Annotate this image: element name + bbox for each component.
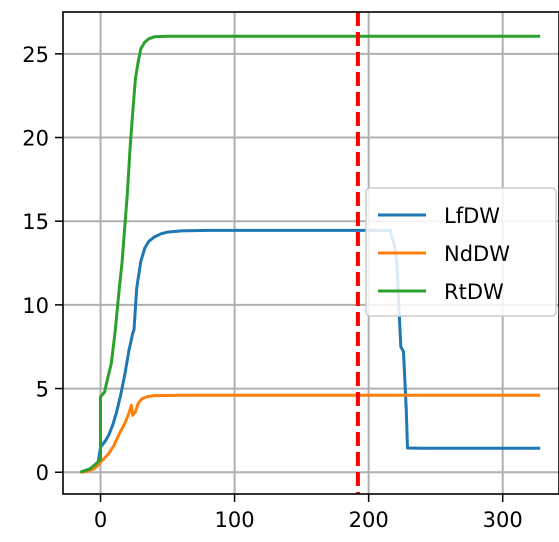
series-line-NdDW (80, 393, 541, 474)
grid-lines (63, 12, 559, 494)
plot-frame (62, 11, 559, 495)
y-tick-label: 20 (22, 127, 49, 151)
series-lines (79, 34, 541, 474)
x-tick-label: 200 (349, 508, 389, 532)
y-tick-label: 10 (22, 294, 49, 318)
y-tick-label: 15 (22, 210, 49, 234)
legend-label-NdDW: NdDW (444, 242, 510, 266)
y-tick-label: 25 (22, 43, 49, 67)
axes (55, 11, 559, 502)
legend-box (365, 187, 557, 317)
series-line-LfDW (80, 228, 541, 474)
series-line-RtDW (79, 34, 541, 474)
legend: LfDW NdDW RtDW (365, 187, 557, 317)
x-tick-label: 100 (215, 508, 255, 532)
legend-label-LfDW: LfDW (444, 204, 500, 228)
y-tick-label: 5 (36, 378, 49, 402)
tick-labels: 0 100 200 300 0 5 10 15 20 25 (22, 43, 522, 532)
legend-label-RtDW: RtDW (444, 280, 504, 304)
y-tick-label: 0 (36, 461, 49, 485)
x-tick-label: 0 (94, 508, 107, 532)
x-tick-label: 300 (483, 508, 523, 532)
